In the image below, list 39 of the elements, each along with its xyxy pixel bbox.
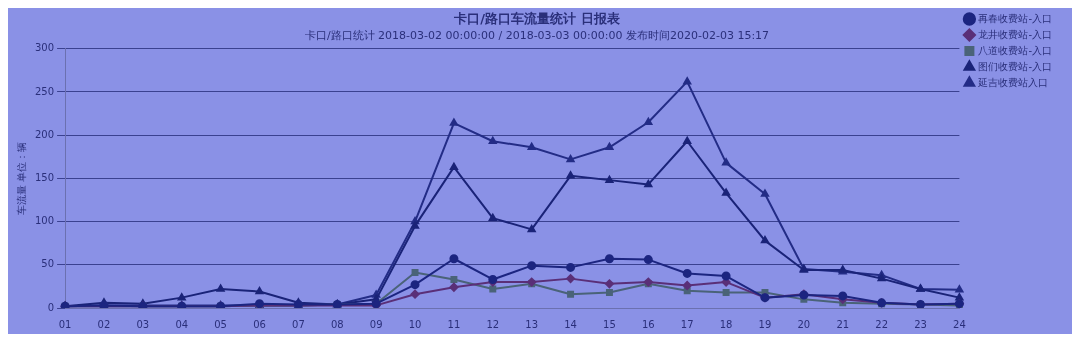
x-tick-label: 14 (564, 318, 577, 330)
x-tick-label: 03 (136, 318, 150, 330)
x-tick-label: 21 (836, 318, 850, 330)
x-tick-label: 13 (525, 318, 539, 330)
x-tick-label: 08 (330, 318, 344, 330)
x-tick-label: 16 (641, 318, 655, 330)
x-tick-label: 01 (58, 318, 72, 330)
x-tick-label: 23 (914, 318, 927, 330)
y-tick-label: 150 (34, 171, 55, 183)
x-tick-label: 22 (875, 318, 888, 330)
x-tick-label: 18 (719, 318, 733, 330)
y-tick-label: 250 (34, 85, 55, 97)
x-tick-label: 06 (253, 318, 266, 330)
x-tick-label: 24 (953, 318, 966, 330)
x-tick-label: 02 (97, 318, 111, 330)
chart-title: 卡口/路口车流量统计 日报表 (453, 11, 621, 27)
x-tick-label: 09 (369, 318, 383, 330)
x-tick-label: 10 (408, 318, 422, 330)
y-tick-label: 50 (41, 258, 55, 270)
x-tick-label: 15 (603, 318, 616, 330)
x-tick-label: 20 (797, 318, 811, 330)
x-tick-label: 05 (214, 318, 227, 330)
y-tick-label: 100 (34, 215, 55, 227)
legend-label: 延吉收费站入口 (977, 76, 1049, 88)
x-tick-label: 19 (758, 318, 772, 330)
legend-label: 再春收费站-入口 (978, 12, 1052, 24)
chart-subtitle: 卡口/路口统计 2018-03-02 00:00:00 / 2018-03-03 00:00:00 发布时间2020-02-03 15:17 (304, 29, 770, 43)
y-tick-label: 300 (34, 42, 55, 54)
x-tick-label: 11 (447, 318, 461, 330)
legend-label: 八道收费站-入口 (978, 44, 1052, 56)
y-tick-label: 0 (47, 301, 55, 313)
y-axis-title: 车流量 单位：辆 (15, 141, 27, 215)
y-tick-label: 200 (34, 128, 55, 140)
legend-label: 龙井收费站-入口 (978, 28, 1052, 40)
x-tick-label: 04 (175, 318, 189, 330)
x-tick-label: 12 (486, 318, 500, 330)
x-tick-label: 07 (292, 318, 305, 330)
legend-label: 图们收费站-入口 (978, 60, 1052, 72)
x-tick-label: 17 (680, 318, 694, 330)
